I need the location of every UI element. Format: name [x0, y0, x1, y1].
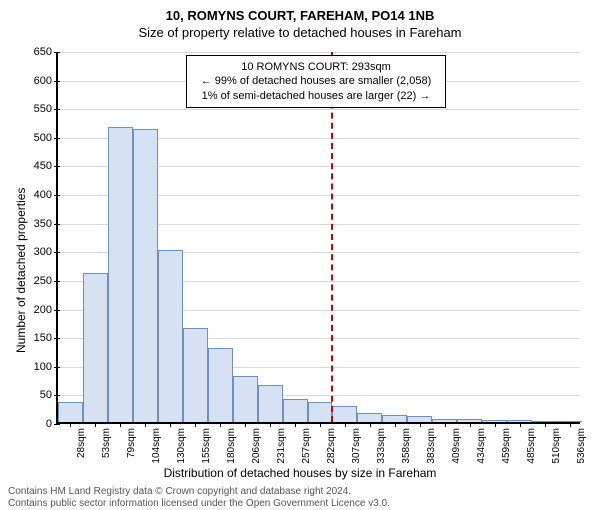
x-tick-mark [145, 422, 146, 427]
y-tick-label: 300 [34, 246, 58, 258]
x-tick-label: 307sqm [349, 428, 362, 464]
histogram-bar [108, 127, 133, 422]
x-tick-label: 130sqm [174, 428, 187, 464]
x-tick-label: 104sqm [149, 428, 162, 464]
x-tick-mark [445, 422, 446, 427]
x-tick-mark [220, 422, 221, 427]
x-tick-label: 155sqm [199, 428, 212, 464]
x-tick-mark [70, 422, 71, 427]
x-tick-label: 79sqm [124, 428, 137, 458]
x-tick-mark [570, 422, 571, 427]
property-info-box: 10 ROMYNS COURT: 293sqm ← 99% of detache… [186, 55, 446, 108]
histogram-bar [382, 415, 407, 422]
x-axis-caption: Distribution of detached houses by size … [0, 466, 600, 480]
x-tick-label: 333sqm [374, 428, 387, 464]
histogram-bar [308, 402, 333, 422]
info-line-3: 1% of semi-detached houses are larger (2… [195, 89, 437, 103]
x-tick-mark [395, 422, 396, 427]
x-tick-mark [545, 422, 546, 427]
histogram-bar [58, 402, 83, 422]
y-tick-label: 350 [34, 218, 58, 230]
x-tick-mark [270, 422, 271, 427]
x-tick-mark [520, 422, 521, 427]
x-tick-label: 510sqm [549, 428, 562, 464]
x-tick-mark [170, 422, 171, 427]
x-tick-label: 206sqm [249, 428, 262, 464]
histogram-bar [283, 399, 308, 422]
info-line-1: 10 ROMYNS COURT: 293sqm [195, 60, 437, 74]
histogram-bar [133, 129, 158, 422]
x-tick-label: 53sqm [99, 428, 112, 458]
histogram-bar [332, 406, 357, 422]
histogram-bar [83, 273, 108, 422]
y-tick-label: 550 [34, 103, 58, 115]
histogram-bar [357, 413, 382, 422]
x-tick-label: 180sqm [224, 428, 237, 464]
x-tick-mark [370, 422, 371, 427]
x-tick-label: 257sqm [299, 428, 312, 464]
page-title: 10, ROMYNS COURT, FAREHAM, PO14 1NB [0, 8, 600, 23]
y-tick-label: 400 [34, 189, 58, 201]
y-tick-label: 100 [34, 361, 58, 373]
x-tick-mark [295, 422, 296, 427]
grid-line [58, 52, 580, 53]
attribution-line-1: Contains HM Land Registry data © Crown c… [8, 486, 390, 498]
histogram-bar [233, 376, 258, 422]
x-tick-mark [420, 422, 421, 427]
y-tick-label: 600 [34, 75, 58, 87]
x-tick-label: 409sqm [449, 428, 462, 464]
x-tick-mark [95, 422, 96, 427]
info-line-2: ← 99% of detached houses are smaller (2,… [195, 74, 437, 88]
x-tick-mark [320, 422, 321, 427]
y-tick-label: 250 [34, 275, 58, 287]
histogram-bar [158, 250, 183, 422]
x-tick-mark [495, 422, 496, 427]
histogram-bar [208, 348, 233, 422]
x-tick-label: 231sqm [274, 428, 287, 464]
page-subtitle: Size of property relative to detached ho… [0, 25, 600, 40]
y-tick-label: 500 [34, 132, 58, 144]
x-tick-label: 282sqm [324, 428, 337, 464]
y-tick-label: 450 [34, 160, 58, 172]
x-tick-label: 434sqm [474, 428, 487, 464]
x-tick-label: 383sqm [424, 428, 437, 464]
histogram-bar [258, 385, 283, 422]
y-tick-label: 200 [34, 304, 58, 316]
histogram-bar [183, 328, 208, 422]
y-tick-label: 150 [34, 332, 58, 344]
x-tick-mark [470, 422, 471, 427]
grid-line [58, 109, 580, 110]
x-tick-mark [245, 422, 246, 427]
attribution: Contains HM Land Registry data © Crown c… [8, 486, 390, 510]
y-tick-label: 650 [34, 46, 58, 58]
x-tick-mark [345, 422, 346, 427]
x-tick-label: 28sqm [74, 428, 87, 458]
x-tick-label: 485sqm [524, 428, 537, 464]
x-tick-label: 358sqm [399, 428, 412, 464]
x-tick-label: 459sqm [499, 428, 512, 464]
y-axis-label: Number of detached properties [14, 188, 28, 353]
x-tick-label: 536sqm [574, 428, 587, 464]
y-tick-label: 0 [46, 418, 58, 430]
y-tick-label: 50 [40, 389, 58, 401]
x-tick-mark [120, 422, 121, 427]
x-tick-mark [195, 422, 196, 427]
